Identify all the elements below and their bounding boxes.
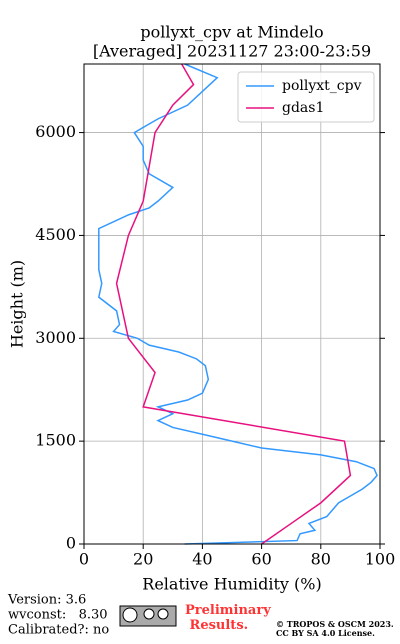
x-tick-label: 100 — [365, 550, 396, 569]
cc-badge — [119, 605, 177, 627]
legend-label: pollyxt_cpv — [282, 78, 362, 94]
x-tick-label: 20 — [133, 550, 153, 569]
plot-frame — [83, 63, 381, 545]
line — [115, 63, 352, 545]
copyright: © TROPOS & OSCM 2023. — [276, 619, 394, 629]
preliminary: Preliminary Results. — [185, 603, 271, 633]
calibrated: Calibrated?: no — [8, 623, 109, 638]
wvconst: wvconst: 8.30 — [8, 608, 108, 623]
y-axis-label: Height (m) — [8, 260, 27, 348]
legend-box — [237, 71, 375, 123]
x-tick-label: 60 — [251, 550, 271, 569]
y-tick-label: 0 — [66, 534, 76, 553]
chart-subtitle: [Averaged] 20231127 23:00-23:59 — [93, 42, 371, 61]
y-tick-label: 1500 — [35, 431, 76, 450]
version: Version: 3.6 — [7, 593, 86, 608]
y-tick-label: 4500 — [35, 225, 76, 244]
line — [97, 63, 378, 545]
legend-label: gdas1 — [282, 100, 324, 116]
x-tick-label: 40 — [192, 550, 212, 569]
y-tick-label: 6000 — [35, 122, 76, 141]
chart-title: pollyxt_cpv at Mindelo — [140, 23, 323, 42]
y-tick-label: 3000 — [35, 328, 76, 347]
x-tick-label: 80 — [311, 550, 331, 569]
x-tick-label: 0 — [79, 550, 89, 569]
x-axis-label: Relative Humidity (%) — [142, 575, 321, 594]
license: CC BY SA 4.0 License. — [276, 628, 375, 638]
